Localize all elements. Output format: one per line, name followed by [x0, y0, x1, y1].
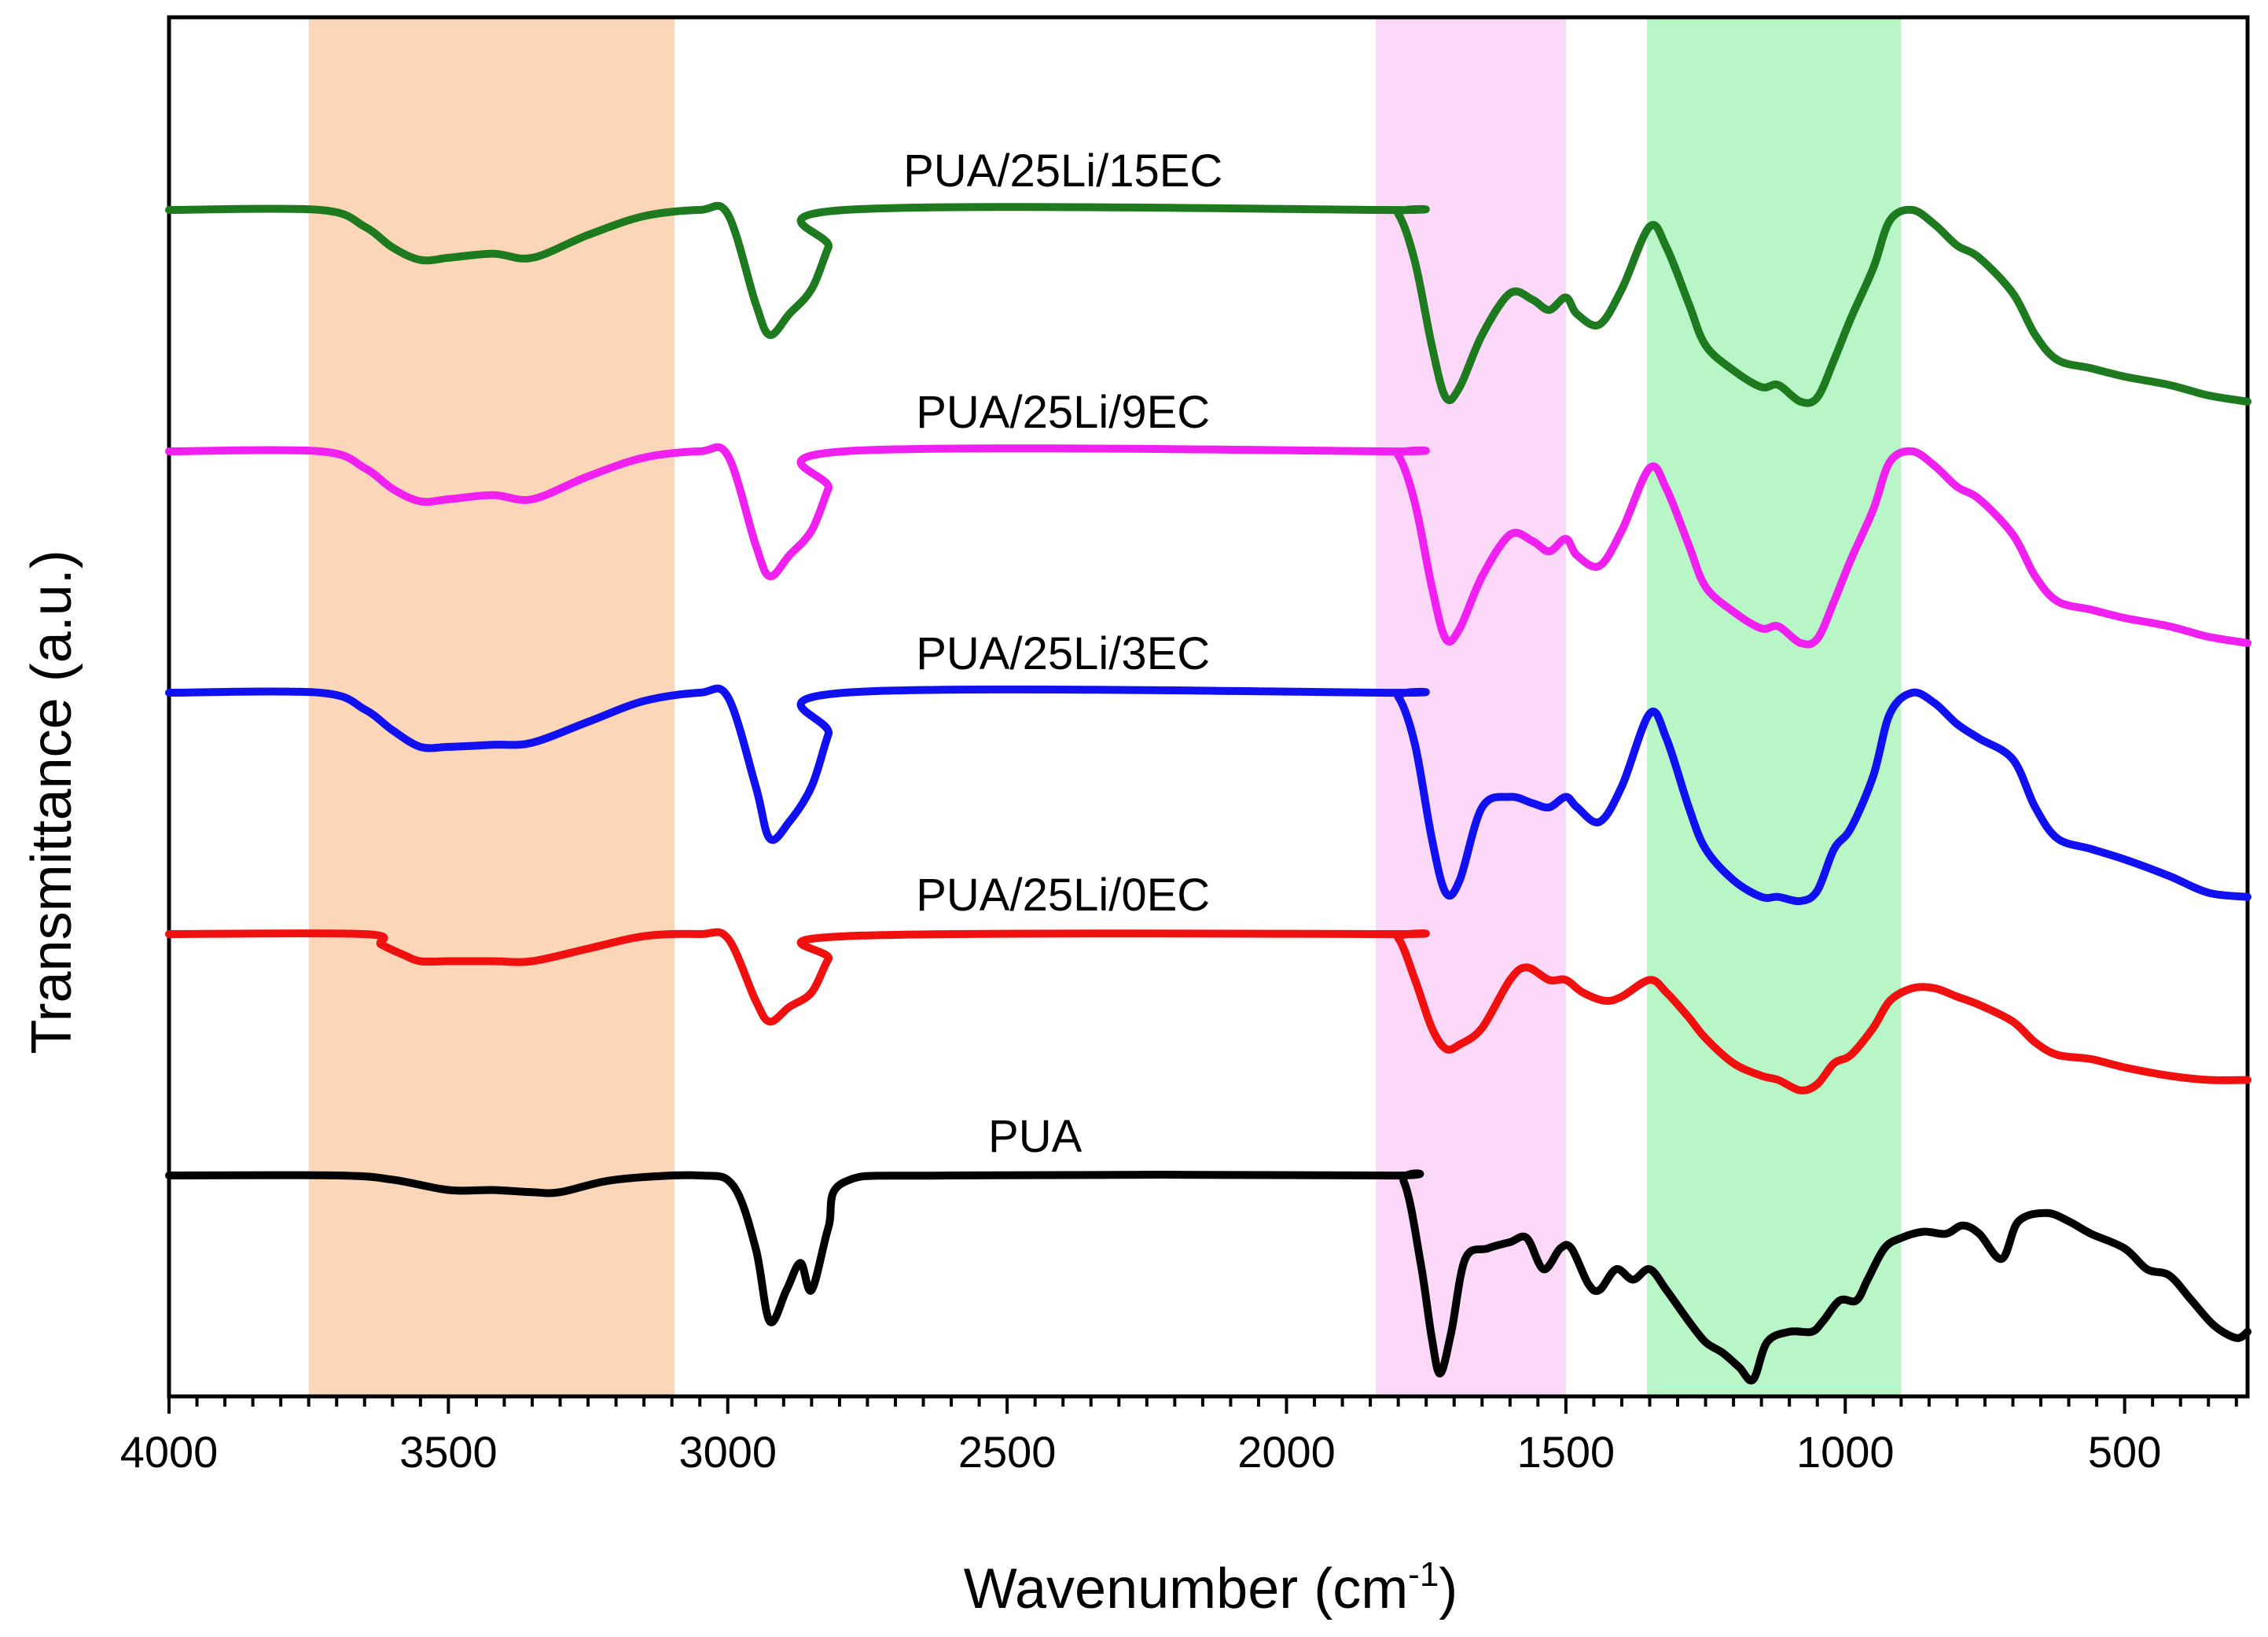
- y-axis-title: Transmittance (a.u.): [20, 550, 83, 1054]
- x-tick-label: 3000: [678, 1427, 777, 1477]
- x-tick-label: 1500: [1517, 1427, 1616, 1477]
- x-axis-title-superscript: -1: [1408, 1555, 1439, 1594]
- x-tick-label: 2000: [1237, 1427, 1336, 1477]
- x-axis-ticks: 4000 3500 3000 2500 2000 1500 1000 500: [120, 1396, 2238, 1477]
- x-tick-label: 1000: [1796, 1427, 1895, 1477]
- x-axis-title: Wavenumber (cm-1): [964, 1555, 1458, 1620]
- x-tick-label: 2500: [958, 1427, 1057, 1477]
- series-label-pua-25li-0ec: PUA/25Li/0EC: [916, 870, 1210, 921]
- series-label-pua-25li-3ec: PUA/25Li/3EC: [916, 628, 1210, 679]
- series-line-pua-25li-3ec: [165, 684, 2251, 906]
- x-tick-label: 3500: [399, 1427, 498, 1477]
- highlight-bands: [308, 17, 1902, 1396]
- x-tick-label: 500: [2088, 1427, 2161, 1477]
- series-label-pua: PUA: [988, 1111, 1083, 1162]
- series-line-pua: [165, 1169, 2251, 1385]
- series-line-pua-25li-9ec: [165, 443, 2251, 649]
- series-label-pua-25li-15ec: PUA/25Li/15EC: [903, 145, 1222, 197]
- series-label-pua-25li-9ec: PUA/25Li/9EC: [916, 387, 1210, 438]
- plot-frame: [167, 15, 2250, 1399]
- x-tick-label: 4000: [120, 1427, 219, 1477]
- series-line-pua-25li-15ec: [165, 201, 2251, 407]
- series-lines: [165, 201, 2251, 1385]
- highlight-band-1: [308, 17, 675, 1396]
- series-line-pua-25li-0ec: [165, 928, 2251, 1094]
- highlight-band-3: [1646, 17, 1902, 1396]
- series-labels: PUA/25Li/15EC PUA/25Li/9EC PUA/25Li/3EC PUA…: [903, 145, 1222, 1162]
